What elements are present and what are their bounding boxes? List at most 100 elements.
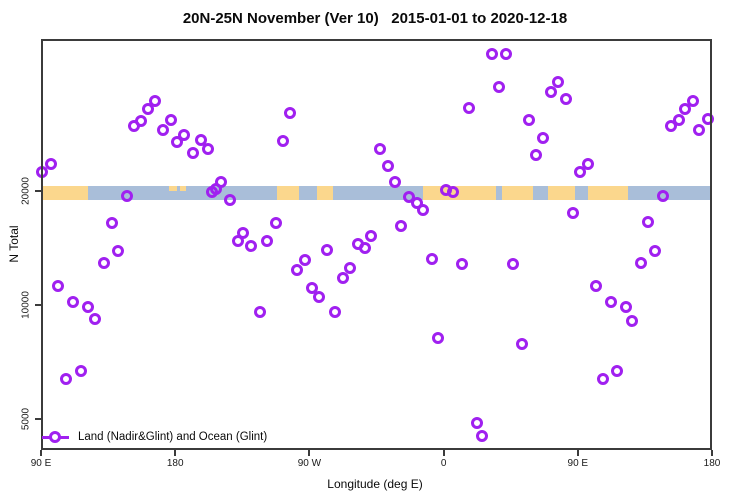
data-point [269,217,282,230]
legend-marker-icon [42,431,69,443]
data-point [619,300,632,313]
data-point [693,123,706,136]
data-point [476,429,489,442]
data-point [417,203,430,216]
data-point [656,189,669,202]
map-band-land-segment [422,186,496,200]
data-point [231,235,244,248]
data-point [170,135,183,148]
data-point [687,94,700,107]
x-axis-tick [442,450,445,456]
legend-label: Land (Nadir&Glint) and Ocean (Glint) [78,431,268,443]
data-point [431,331,444,344]
x-axis-tick-label: 0 [440,458,447,469]
data-point [516,337,529,350]
y-axis-tick [35,418,41,421]
data-point [582,158,595,171]
data-point [244,240,257,253]
data-point [194,133,207,146]
data-point [560,92,573,105]
y-axis-tick-label: 10000 [20,291,32,319]
data-point [596,372,609,385]
data-point [149,94,162,107]
data-point [425,253,438,266]
data-point [463,102,476,115]
data-point [74,365,87,378]
y-axis-tick-label: 5000 [20,408,32,431]
data-point [530,149,543,162]
data-point [206,185,219,198]
data-point [701,112,714,125]
data-point [277,135,289,148]
data-point [381,160,394,173]
data-point [486,48,499,61]
data-point [523,114,536,127]
data-point [36,166,49,178]
legend: Land (Nadir&Glint) and Ocean (Glint) [42,430,267,444]
data-point [673,114,686,127]
data-point [664,120,677,133]
data-point [224,194,237,207]
data-point [471,416,483,429]
data-point [456,258,469,271]
data-point [359,242,372,255]
data-point [121,189,134,202]
data-point [446,185,459,198]
data-point [626,314,639,327]
data-point [605,295,618,308]
data-point [261,235,274,248]
x-axis-tick-label: 90 E [567,458,589,469]
data-point [364,229,377,242]
x-axis-tick [174,450,177,456]
data-point [343,262,356,275]
map-band-land-segment [316,186,334,200]
data-point [500,48,513,61]
data-point [336,271,349,284]
data-point [679,103,691,116]
data-point [177,129,190,142]
data-point [374,142,387,155]
x-axis-tick [576,450,579,456]
data-point [611,365,624,378]
map-band-land-segment [547,186,575,200]
data-point [98,257,111,269]
data-point [284,107,296,120]
data-point [312,290,325,303]
x-axis-tick [711,450,713,456]
data-point [574,166,587,178]
data-point [81,300,94,313]
y-axis-tick [35,189,41,192]
data-point [51,280,64,293]
data-point [493,81,506,94]
y-axis-title: N Total [7,225,21,263]
data-point [320,243,333,256]
data-point [156,123,169,136]
data-point [128,120,141,133]
plot-area: Land (Nadir&Glint) and Ocean (Glint) [36,39,714,450]
map-band-land-segment [588,186,629,200]
map-band-land-segment [276,186,299,200]
map-band-land-segment [501,186,534,200]
data-point [395,220,408,233]
data-point [567,206,580,219]
data-point [306,281,319,294]
data-point [111,244,124,257]
map-band-islet [179,186,186,191]
data-point [537,132,550,145]
data-point [642,216,655,229]
data-point [254,305,267,318]
data-point [589,280,602,293]
x-axis-tick [40,450,42,456]
data-point [635,257,648,269]
x-axis-tick-label: 90 E [30,458,52,469]
data-point [552,75,565,88]
data-point [507,258,520,271]
data-point [165,114,178,127]
data-point [388,175,401,188]
data-point [105,217,118,230]
data-point [545,85,558,98]
x-axis-tick [308,450,311,456]
x-axis-tick-label: 180 [166,458,184,469]
data-point [60,372,73,385]
